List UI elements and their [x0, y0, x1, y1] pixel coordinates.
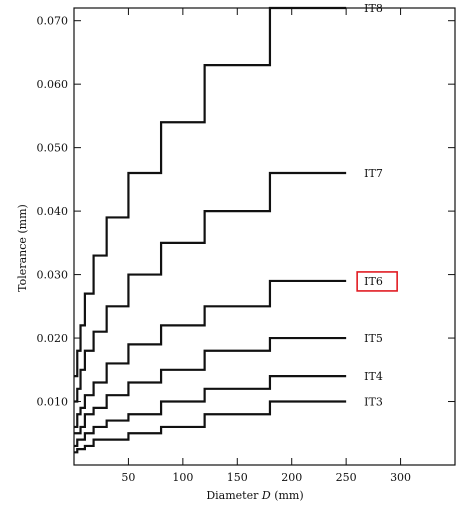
x-tick-label: 250: [336, 471, 357, 484]
y-tick-label: 0.050: [37, 142, 69, 155]
y-tick-label: 0.060: [37, 78, 69, 91]
series-it8-line: [74, 6, 347, 378]
x-axis-title-unit: (mm): [274, 489, 303, 502]
x-tick-label: 150: [227, 471, 248, 484]
series-label-it4: IT4: [364, 370, 383, 383]
y-axis-title: Tolerance (mm): [16, 204, 29, 292]
series-label-it8: IT8: [364, 2, 383, 15]
y-tick-label: 0.020: [37, 332, 69, 345]
series-label-it3: IT3: [364, 396, 383, 409]
x-axis-title-variable: D: [261, 489, 271, 502]
y-tick-label: 0.040: [37, 205, 69, 218]
x-tick-label: 100: [172, 471, 193, 484]
series-it5-line: [74, 336, 347, 435]
series-label-it7: IT7: [364, 167, 383, 180]
x-axis-title-prefix: Diameter: [206, 489, 259, 502]
series-it4-line: [74, 375, 347, 448]
series-it7-line: [74, 171, 347, 403]
x-tick-label: 300: [390, 471, 411, 484]
x-tick-label: 50: [121, 471, 135, 484]
highlight-box-it6: [356, 271, 398, 292]
series-label-it5: IT5: [364, 332, 383, 345]
x-axis-title: Diameter D (mm): [206, 489, 303, 502]
y-tick-label: 0.030: [37, 269, 69, 282]
x-tick-label: 200: [281, 471, 302, 484]
series-it6-line: [74, 279, 347, 429]
series-it3-line: [74, 400, 347, 454]
series-label-it6: IT6: [364, 275, 383, 288]
y-tick-label: 0.070: [37, 15, 69, 28]
y-tick-label: 0.010: [37, 396, 69, 409]
plot-frame: [73, 7, 456, 466]
